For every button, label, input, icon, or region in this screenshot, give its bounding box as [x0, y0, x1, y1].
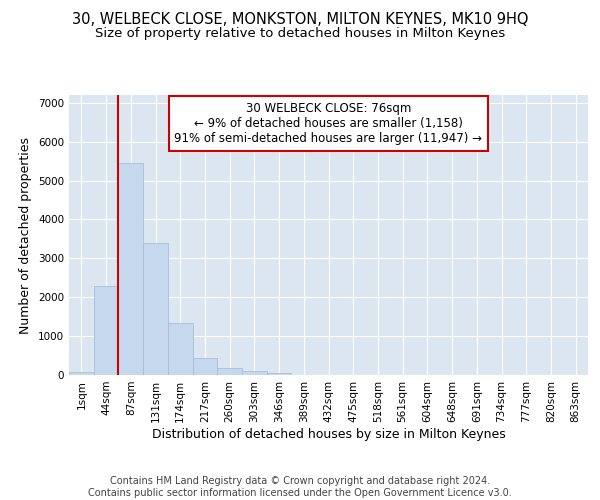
Bar: [118, 163, 143, 375]
Bar: [267, 373, 292, 375]
Y-axis label: Number of detached properties: Number of detached properties: [19, 136, 32, 334]
Text: Contains HM Land Registry data © Crown copyright and database right 2024.
Contai: Contains HM Land Registry data © Crown c…: [88, 476, 512, 498]
Bar: [94, 286, 118, 375]
Bar: [69, 372, 94, 375]
Text: Size of property relative to detached houses in Milton Keynes: Size of property relative to detached ho…: [95, 28, 505, 40]
Bar: [168, 322, 193, 375]
Bar: [143, 243, 168, 375]
Text: 30 WELBECK CLOSE: 76sqm
← 9% of detached houses are smaller (1,158)
91% of semi-: 30 WELBECK CLOSE: 76sqm ← 9% of detached…: [175, 102, 482, 145]
Bar: [193, 358, 217, 375]
Text: 30, WELBECK CLOSE, MONKSTON, MILTON KEYNES, MK10 9HQ: 30, WELBECK CLOSE, MONKSTON, MILTON KEYN…: [72, 12, 528, 28]
Bar: [217, 368, 242, 375]
Bar: [242, 371, 267, 375]
X-axis label: Distribution of detached houses by size in Milton Keynes: Distribution of detached houses by size …: [152, 428, 505, 440]
